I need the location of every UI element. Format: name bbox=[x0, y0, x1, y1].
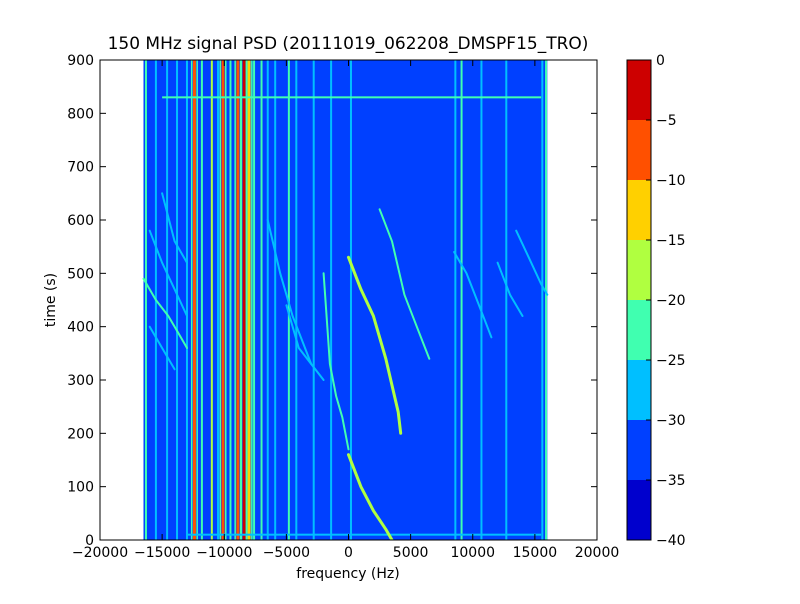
x-tick-label: −5000 bbox=[263, 545, 310, 561]
x-axis-label: frequency (Hz) bbox=[296, 566, 399, 582]
x-tick-label: 15000 bbox=[513, 545, 558, 561]
steady-tone-halo-12 bbox=[240, 60, 243, 540]
spectrogram-background bbox=[143, 60, 548, 540]
drifting-trace-7 bbox=[148, 229, 188, 317]
x-tick-label: −10000 bbox=[196, 545, 252, 561]
colorbar-segment-6 bbox=[627, 120, 651, 180]
colorbar-tick-label: −5 bbox=[656, 113, 677, 129]
drifting-trace-10 bbox=[453, 251, 493, 339]
steady-tone-halo-r-9 bbox=[225, 60, 227, 540]
steady-tone-halo-13 bbox=[245, 60, 248, 540]
steady-tone-5 bbox=[192, 60, 196, 540]
spectrogram bbox=[142, 60, 549, 540]
steady-tone-2 bbox=[166, 60, 169, 540]
steady-tone-13 bbox=[247, 60, 251, 540]
x-tick-label: 10000 bbox=[450, 545, 495, 561]
horizontal-line-0 bbox=[162, 96, 542, 99]
steady-tone-8 bbox=[217, 60, 220, 540]
y-tick-label: 300 bbox=[67, 373, 94, 389]
steady-tone-24 bbox=[460, 60, 463, 540]
horizontal-line-1 bbox=[186, 533, 542, 536]
colorbar-tick-label: −15 bbox=[656, 233, 686, 249]
colorbar-segment-1 bbox=[627, 420, 651, 480]
x-tick-label: −20000 bbox=[72, 545, 128, 561]
y-tick-label: 700 bbox=[67, 160, 94, 176]
y-tick-label: 200 bbox=[67, 426, 94, 442]
steady-tone-halo-r-13 bbox=[251, 60, 253, 540]
colorbar-tick-label: 0 bbox=[656, 53, 665, 69]
chart-title: 150 MHz signal PSD (20111019_062208_DMSP… bbox=[108, 34, 589, 54]
colorbar-segment-0 bbox=[627, 480, 651, 540]
y-tick-label: 900 bbox=[67, 53, 94, 69]
drifting-trace-2 bbox=[322, 272, 350, 451]
colorbar-tick-label: −10 bbox=[656, 173, 686, 189]
steady-tone-20 bbox=[312, 60, 315, 540]
steady-tone-22 bbox=[349, 60, 352, 540]
steady-tone-halo-r-5 bbox=[196, 60, 198, 540]
steady-tone-9 bbox=[221, 60, 225, 540]
colorbar-axis: −40 −35 −30 −25 −20 −15 −10 −5 0 bbox=[646, 53, 686, 549]
steady-tone-7 bbox=[210, 60, 213, 540]
colorbar-tick-label: −35 bbox=[656, 473, 686, 489]
y-axis-label: time (s) bbox=[43, 273, 59, 327]
steady-tone-halo-9 bbox=[219, 60, 222, 540]
steady-tone-19 bbox=[295, 60, 298, 540]
y-tick-label: 800 bbox=[67, 106, 94, 122]
steady-tone-23 bbox=[454, 60, 457, 540]
steady-tone-10 bbox=[229, 60, 232, 540]
drifting-trace-12 bbox=[496, 261, 524, 317]
drifting-trace-9 bbox=[161, 192, 188, 264]
drifting-trace-6 bbox=[142, 277, 188, 349]
steady-tone-4 bbox=[185, 60, 188, 540]
steady-tone-21 bbox=[330, 60, 333, 540]
colorbar-tick-label: −20 bbox=[656, 293, 686, 309]
y-tick-label: 100 bbox=[67, 480, 94, 496]
y-tick-label: 0 bbox=[85, 533, 94, 549]
drifting-trace-1 bbox=[347, 255, 403, 435]
y-axis: 0 100 200 300 400 500 600 700 800 900 bbox=[67, 53, 597, 549]
colorbar-tick-label: −25 bbox=[656, 353, 686, 369]
steady-tone-15 bbox=[260, 60, 263, 540]
x-tick-label: 20000 bbox=[575, 545, 620, 561]
steady-tone-halo-5 bbox=[190, 60, 193, 540]
x-tick-label: 5000 bbox=[393, 545, 429, 561]
colorbar-segment-7 bbox=[627, 60, 651, 120]
drifting-trace-5 bbox=[285, 304, 325, 381]
x-axis: −20000 −15000 −10000 −5000 0 5000 10000 15000 20… bbox=[72, 60, 619, 561]
x-tick-label: 0 bbox=[344, 545, 353, 561]
steady-tone-6 bbox=[200, 60, 203, 540]
steady-tone-17 bbox=[274, 60, 277, 540]
steady-tone-halo-11 bbox=[234, 60, 236, 540]
colorbar bbox=[627, 60, 651, 540]
drifting-trace-0 bbox=[347, 453, 394, 540]
colorbar-segment-5 bbox=[627, 180, 651, 240]
x-tick-label: −15000 bbox=[134, 545, 190, 561]
y-tick-label: 500 bbox=[67, 266, 94, 282]
steady-tone-11 bbox=[236, 60, 240, 540]
steady-tone-26 bbox=[505, 60, 508, 540]
steady-tone-27 bbox=[541, 60, 544, 540]
drifting-trace-11 bbox=[515, 229, 549, 296]
steady-tone-14 bbox=[253, 60, 256, 540]
steady-tone-12 bbox=[242, 60, 246, 540]
steady-tone-0 bbox=[144, 60, 147, 540]
y-tick-label: 400 bbox=[67, 320, 94, 336]
steady-tone-25 bbox=[480, 60, 483, 540]
colorbar-segment-2 bbox=[627, 360, 651, 420]
y-tick-label: 600 bbox=[67, 213, 94, 229]
colorbar-segment-3 bbox=[627, 300, 651, 360]
colorbar-tick-label: −30 bbox=[656, 413, 686, 429]
drifting-trace-8 bbox=[148, 325, 176, 371]
colorbar-tick-label: −40 bbox=[656, 533, 686, 549]
drifting-trace-3 bbox=[378, 208, 431, 360]
steady-tone-16 bbox=[266, 60, 269, 540]
colorbar-segment-4 bbox=[627, 240, 651, 300]
steady-tone-28 bbox=[545, 60, 548, 540]
drifting-trace-4 bbox=[266, 219, 313, 365]
steady-tone-3 bbox=[176, 60, 179, 540]
